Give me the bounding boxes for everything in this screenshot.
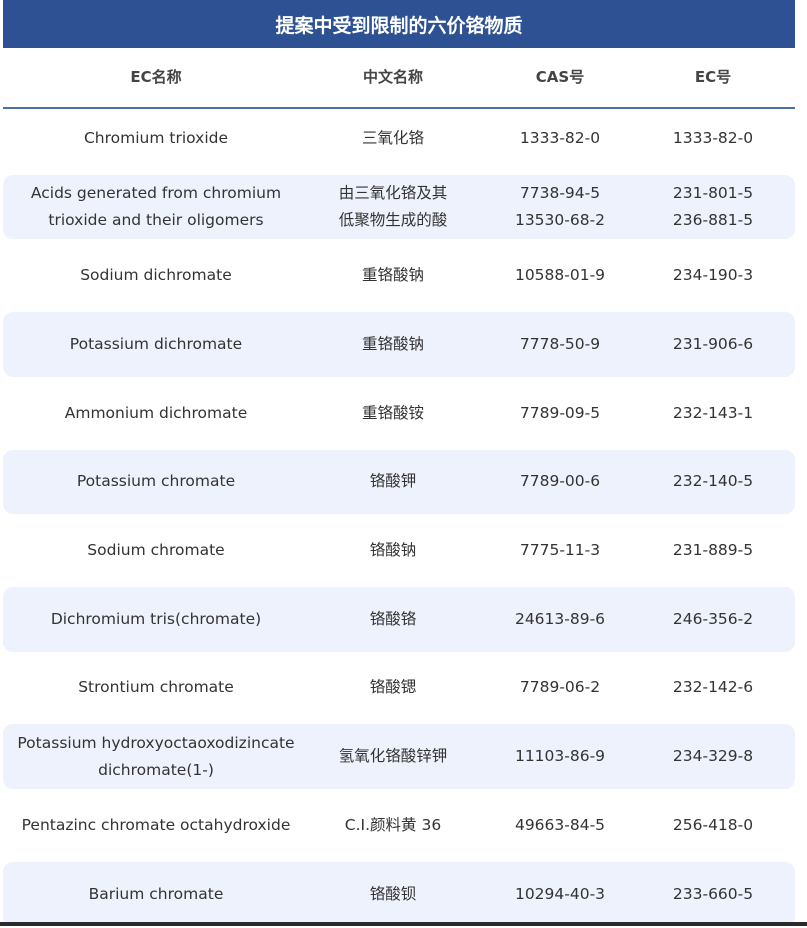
cell-ec-name: Barium chromate [88, 884, 224, 903]
cell-ec: 231-801-5 236-881-5 [672, 184, 754, 230]
table-header-row: EC名称 中文名称 CAS号 EC号 [3, 48, 795, 109]
table-row: Sodium chromate 铬酸钠 7775-11-3 231-889-5 [3, 516, 795, 585]
cell-ec: 232-142-6 [672, 678, 754, 697]
cell-cas: 7789-00-6 [519, 472, 601, 491]
cell-cn-name: 由三氧化铬及其 低聚物生成的酸 [338, 184, 448, 230]
cell-ec: 256-418-0 [672, 815, 754, 834]
cell-ec-name: Chromium trioxide [83, 128, 229, 147]
cell-cn-name: C.I.颜料黄 36 [344, 815, 442, 834]
cell-cn-name: 重铬酸钠 [361, 334, 424, 353]
cell-cas: 1333-82-0 [519, 128, 601, 147]
column-header-cn-name: 中文名称 [362, 68, 423, 86]
cell-cas: 7738-94-5 13530-68-2 [514, 184, 606, 230]
cell-cas: 7778-50-9 [519, 334, 601, 353]
bottom-divider [0, 922, 807, 926]
table-row: Barium chromate 铬酸钡 10294-40-3 233-660-5 [3, 860, 795, 928]
cell-ec: 232-143-1 [672, 403, 754, 422]
table-title: 提案中受到限制的六价铬物质 [3, 0, 795, 48]
cell-cas: 10294-40-3 [514, 884, 606, 903]
cell-cas: 7789-06-2 [519, 678, 601, 697]
table-row: Acids generated from chromium trioxide a… [3, 173, 795, 242]
cell-ec: 246-356-2 [672, 609, 754, 628]
cell-cn-name: 三氧化铬 [361, 128, 424, 147]
table-row: Potassium chromate 铬酸钾 7789-00-6 232-140-5 [3, 448, 795, 517]
column-header-ec: EC号 [694, 68, 732, 86]
table-row: Ammonium dichromate 重铬酸铵 7789-09-5 232-143-… [3, 379, 795, 448]
cell-ec: 1333-82-0 [672, 128, 754, 147]
cell-cas: 49663-84-5 [514, 815, 606, 834]
cell-cn-name: 氢氧化铬酸锌钾 [338, 747, 448, 766]
table-row: Sodium dichromate 重铬酸钠 10588-01-9 234-190-3 [3, 241, 795, 310]
cell-ec-name: Potassium hydroxyoctaoxodizincate dichro… [17, 733, 295, 779]
cell-ec: 231-906-6 [672, 334, 754, 353]
cell-ec-name: Sodium chromate [87, 541, 225, 560]
cell-cn-name: 重铬酸钠 [361, 266, 424, 285]
cell-cas: 7775-11-3 [519, 541, 601, 560]
cell-ec-name: Ammonium dichromate [64, 403, 248, 422]
cell-ec-name: Dichromium tris(chromate) [50, 609, 262, 628]
cell-cn-name: 铬酸钡 [369, 884, 417, 903]
cell-cas: 11103-86-9 [514, 747, 606, 766]
table-row: Strontium chromate 铬酸锶 7789-06-2 232-142-6 [3, 654, 795, 723]
cell-cn-name: 铬酸钾 [369, 472, 417, 491]
cell-ec-name: Potassium dichromate [69, 334, 243, 353]
cell-ec: 231-889-5 [672, 541, 754, 560]
table-row: Potassium dichromate 重铬酸钠 7778-50-9 231-906… [3, 310, 795, 379]
cell-cas: 10588-01-9 [514, 266, 606, 285]
cell-ec: 234-190-3 [672, 266, 754, 285]
cell-cn-name: 重铬酸铵 [361, 403, 424, 422]
column-header-cas: CAS号 [535, 68, 585, 86]
cell-ec: 232-140-5 [672, 472, 754, 491]
cell-ec: 234-329-8 [672, 747, 754, 766]
cell-cn-name: 铬酸铬 [369, 609, 417, 628]
cell-cas: 7789-09-5 [519, 403, 601, 422]
cell-cas: 24613-89-6 [514, 609, 606, 628]
cell-ec-name: Strontium chromate [78, 678, 234, 697]
table-row: Chromium trioxide 三氧化铬 1333-82-0 1333-82-0 [3, 104, 795, 173]
cell-ec-name: Potassium chromate [76, 472, 236, 491]
cell-ec-name: Acids generated from chromium trioxide a… [30, 184, 282, 230]
cell-ec-name: Pentazinc chromate octahydroxide [21, 815, 291, 834]
table-row: Pentazinc chromate octahydroxide C.I.颜料黄 … [3, 791, 795, 860]
table-row: Dichromium tris(chromate) 铬酸铬 24613-89-6 24… [3, 585, 795, 654]
table-row: Potassium hydroxyoctaoxodizincate dichro… [3, 722, 795, 791]
cell-cn-name: 铬酸锶 [369, 678, 417, 697]
cell-ec-name: Sodium dichromate [80, 266, 232, 285]
column-header-ec-name: EC名称 [130, 68, 182, 86]
cell-ec: 233-660-5 [672, 884, 754, 903]
cell-cn-name: 铬酸钠 [369, 541, 417, 560]
